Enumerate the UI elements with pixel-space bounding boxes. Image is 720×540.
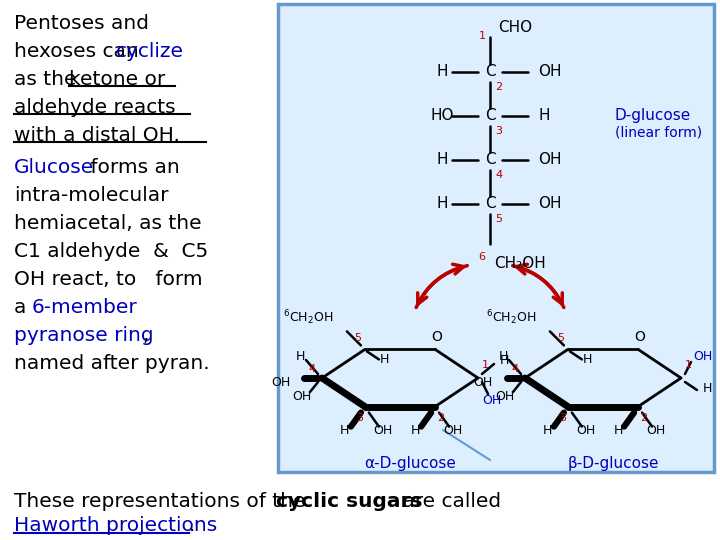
Text: H: H <box>500 354 509 367</box>
Text: pyranose ring: pyranose ring <box>14 326 153 345</box>
Text: 6: 6 <box>478 252 485 262</box>
Text: H: H <box>498 349 508 362</box>
Text: 2: 2 <box>437 413 444 423</box>
Text: 2: 2 <box>495 82 502 92</box>
Text: cyclic sugars: cyclic sugars <box>276 492 423 511</box>
Text: aldehyde reacts: aldehyde reacts <box>14 98 182 117</box>
Text: as the: as the <box>14 70 83 89</box>
Text: 4: 4 <box>309 364 316 374</box>
Text: D-glucose: D-glucose <box>615 108 691 123</box>
Text: H: H <box>436 64 448 79</box>
Text: H: H <box>583 353 593 366</box>
Text: 3: 3 <box>495 126 502 136</box>
Text: Glucose: Glucose <box>14 158 94 177</box>
Text: are called: are called <box>396 492 501 511</box>
Text: OH: OH <box>292 389 312 402</box>
Text: H: H <box>410 424 420 437</box>
Text: Pentoses and: Pentoses and <box>14 14 149 33</box>
Text: 5: 5 <box>495 214 502 224</box>
Text: a: a <box>14 298 32 317</box>
Text: named after pyran.: named after pyran. <box>14 354 210 373</box>
Text: cyclize: cyclize <box>116 42 184 61</box>
Text: ketone or: ketone or <box>69 70 166 89</box>
Text: .: . <box>189 516 195 535</box>
Text: ,: , <box>142 326 148 345</box>
FancyBboxPatch shape <box>278 4 714 472</box>
Text: $^6$CH$_2$OH: $^6$CH$_2$OH <box>283 309 333 327</box>
Text: O: O <box>634 330 646 345</box>
Text: forms an: forms an <box>84 158 180 177</box>
Text: 6-member: 6-member <box>32 298 138 317</box>
Text: β-D-glucose: β-D-glucose <box>567 456 659 471</box>
Text: C: C <box>485 64 495 79</box>
Text: H: H <box>380 353 390 366</box>
Text: H: H <box>436 152 448 167</box>
Text: CH₂OH: CH₂OH <box>494 256 546 271</box>
Text: OH: OH <box>538 197 562 212</box>
Text: H: H <box>295 349 305 362</box>
Text: 5: 5 <box>557 333 564 343</box>
Text: H: H <box>543 424 552 437</box>
Text: H: H <box>703 381 712 395</box>
Text: OH: OH <box>474 375 493 388</box>
Text: 1: 1 <box>479 31 486 41</box>
Text: 4: 4 <box>495 170 502 180</box>
Text: H: H <box>613 424 623 437</box>
Text: OH: OH <box>538 64 562 79</box>
Text: with a distal OH.: with a distal OH. <box>14 126 180 145</box>
Text: 1: 1 <box>482 360 489 370</box>
Text: OH: OH <box>373 424 392 437</box>
Text: OH: OH <box>647 424 666 437</box>
Text: 3: 3 <box>356 413 363 423</box>
Text: C: C <box>485 152 495 167</box>
Text: 3: 3 <box>559 413 566 423</box>
Text: 1: 1 <box>685 360 692 370</box>
Text: HO: HO <box>431 109 454 124</box>
Text: C: C <box>485 109 495 124</box>
Text: C1 aldehyde  &  C5: C1 aldehyde & C5 <box>14 242 208 261</box>
Text: These representations of the: These representations of the <box>14 492 312 511</box>
Text: CHO: CHO <box>498 21 532 36</box>
Text: H: H <box>538 109 549 124</box>
Text: OH: OH <box>538 152 562 167</box>
Text: α-D-glucose: α-D-glucose <box>364 456 456 471</box>
Text: 5: 5 <box>354 333 361 343</box>
Text: H: H <box>436 197 448 212</box>
Text: O: O <box>432 330 443 345</box>
Text: OH: OH <box>576 424 595 437</box>
Text: hexoses can: hexoses can <box>14 42 145 61</box>
Text: OH: OH <box>495 389 515 402</box>
Text: OH: OH <box>482 394 502 407</box>
Text: $^6$CH$_2$OH: $^6$CH$_2$OH <box>486 309 536 327</box>
Text: OH: OH <box>444 424 463 437</box>
Text: H: H <box>341 424 350 437</box>
Text: hemiacetal, as the: hemiacetal, as the <box>14 214 202 233</box>
Text: OH: OH <box>271 375 290 388</box>
Text: 2: 2 <box>640 413 647 423</box>
Text: 4: 4 <box>512 364 519 374</box>
Text: OH react, to   form: OH react, to form <box>14 270 202 289</box>
Text: OH: OH <box>693 349 712 362</box>
Text: (linear form): (linear form) <box>615 126 702 140</box>
Text: C: C <box>485 197 495 212</box>
Text: Haworth projections: Haworth projections <box>14 516 217 535</box>
Text: intra-molecular: intra-molecular <box>14 186 168 205</box>
